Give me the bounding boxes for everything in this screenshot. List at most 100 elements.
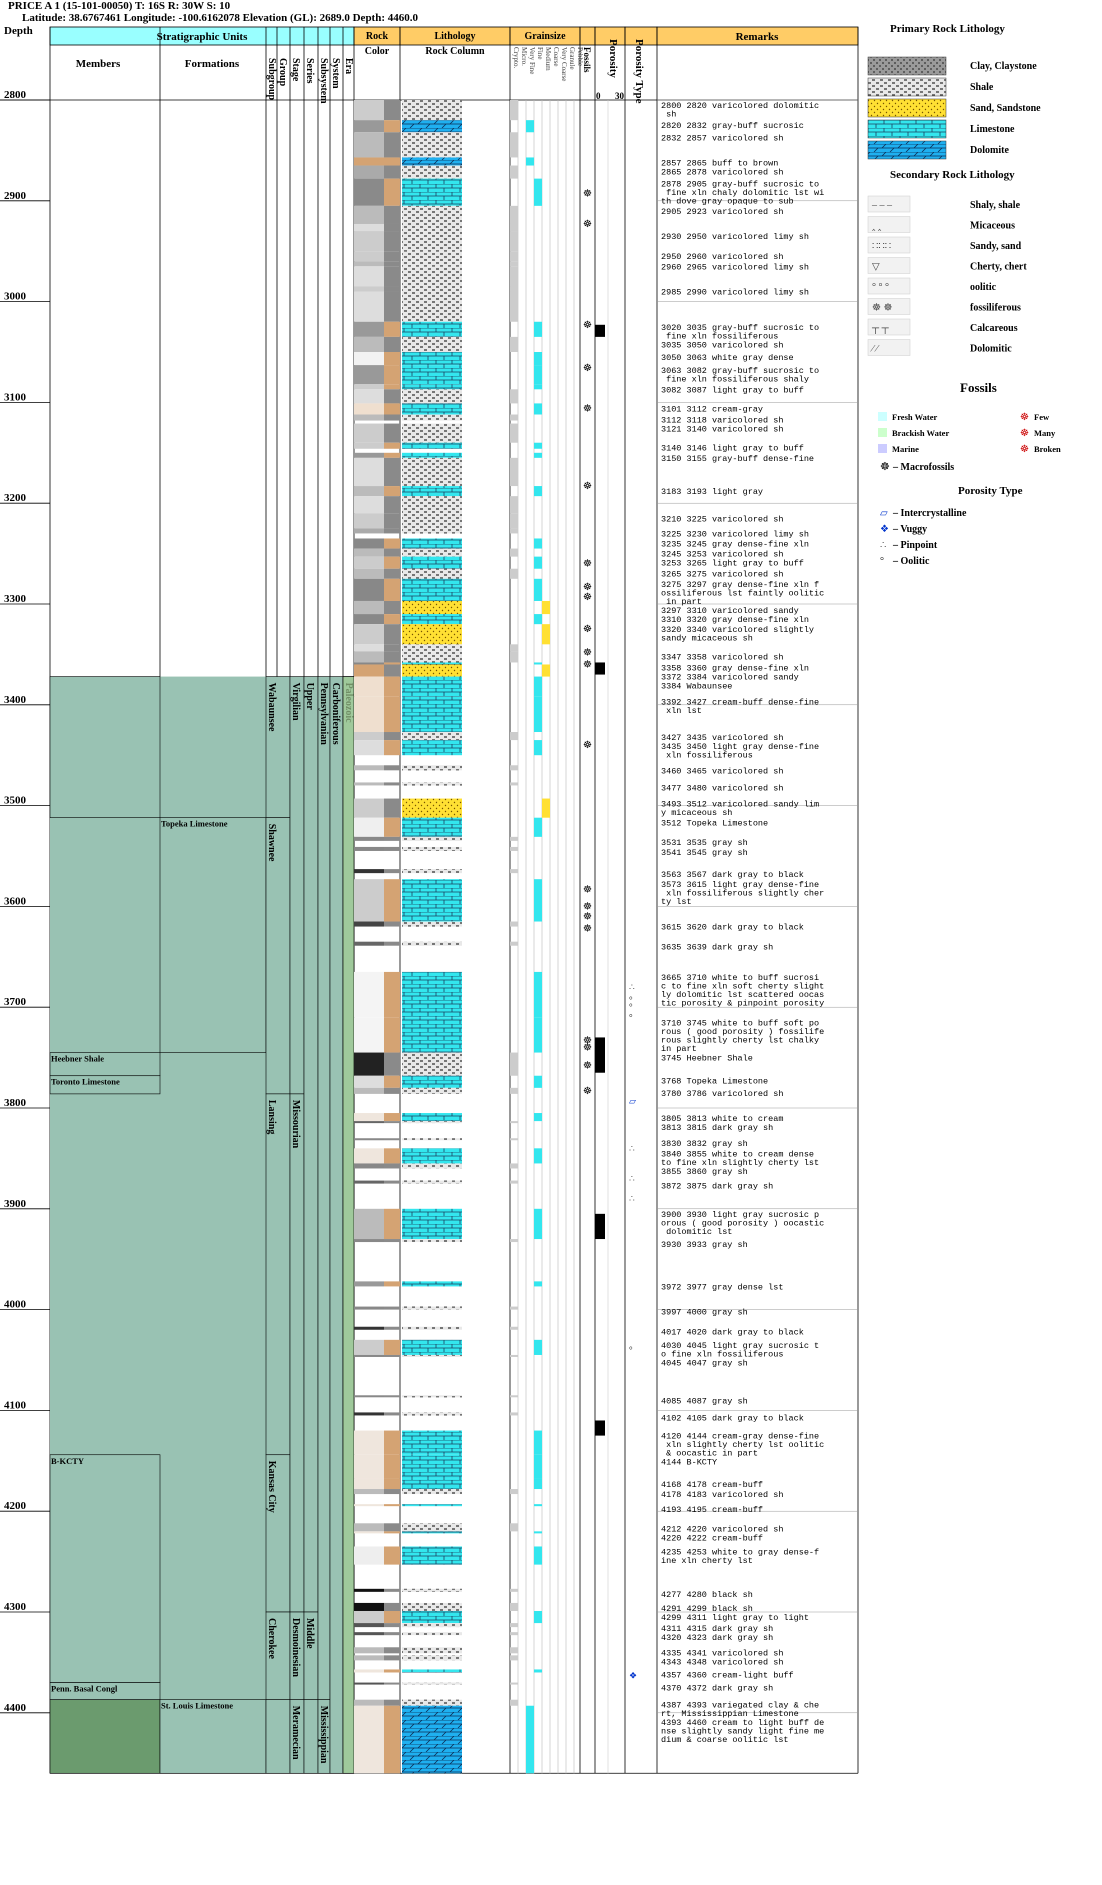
- rock-color-secondary: [384, 100, 400, 121]
- legend-label: Dolomite: [970, 145, 1009, 156]
- member-band: [49, 1454, 161, 1683]
- well-title: PRICE A 1 (15-101-00050) T: 16S R: 30W S…: [8, 0, 231, 12]
- lithology-interval: [402, 352, 462, 366]
- grainsize-bar: [510, 100, 518, 121]
- grainsize-tick-label: Micro.: [520, 47, 528, 66]
- stage-header: Stage: [290, 58, 301, 82]
- rock-color-swatch: [354, 251, 384, 262]
- lithology-interval: [402, 1454, 462, 1479]
- grainsize-tick-label: Granule: [568, 47, 576, 70]
- rock-color-secondary: [384, 1655, 400, 1661]
- rock-color-swatch: [354, 869, 384, 874]
- grainsize-bar: [510, 1239, 518, 1243]
- rock-color-swatch: [354, 452, 384, 458]
- macrofossil-icon: ☸: [583, 1086, 592, 1097]
- legend-label: Few: [1034, 412, 1050, 422]
- lithology-interval: [402, 266, 462, 287]
- lithology-interval: [402, 941, 462, 946]
- rock-color-swatch: [354, 1281, 384, 1287]
- lithology-interval: [402, 442, 462, 449]
- lithology-interval: [402, 261, 462, 267]
- depth-tick-label: 3400: [4, 694, 27, 706]
- rock-color-secondary: [384, 614, 400, 625]
- lithology-interval: [402, 1208, 462, 1240]
- porosity-type-label: Porosity Type: [633, 39, 645, 104]
- rock-color-swatch: [354, 1354, 384, 1357]
- system-band: [317, 676, 331, 1700]
- rock-color-swatch: [354, 261, 384, 267]
- legend-swatch-calc: [867, 318, 911, 336]
- legend-glyph: ☸ ☸: [872, 303, 892, 314]
- rock-color-secondary: [384, 869, 400, 874]
- lithology-interval: [402, 1610, 462, 1624]
- lithology-interval: [402, 414, 462, 421]
- grainsize-bar: [534, 556, 542, 569]
- remark-text: 3063 3082 gray-buff sucrosic to fine xln…: [661, 366, 819, 385]
- rock-color-secondary: [384, 1531, 400, 1534]
- depth-tick-label: 4200: [4, 1500, 27, 1512]
- porosity-label: Porosity: [607, 39, 619, 78]
- lithology-interval: [402, 1531, 462, 1534]
- rock-color-swatch: [354, 1121, 384, 1124]
- remark-text: 2985 2990 varicolored limy sh: [661, 287, 809, 297]
- grainsize-bar: [510, 1699, 518, 1706]
- lithology-interval: [402, 662, 462, 665]
- legend-porosity-symbol: °: [880, 556, 884, 567]
- lithology-interval: [402, 1478, 462, 1490]
- macrofossil-icon: ☸: [880, 461, 890, 473]
- rock-color-secondary: [384, 1052, 400, 1076]
- grainsize-bar: [510, 1354, 518, 1357]
- remark-text: 2905 2923 varicolored sh: [661, 207, 783, 217]
- legend-swatch-chert: [867, 257, 911, 274]
- grainsize-bar: [510, 1489, 518, 1495]
- lithology-interval: [402, 644, 462, 652]
- grainsize-bar: [526, 1705, 534, 1774]
- remark-text: 4017 4020 dark gray to black: [661, 1328, 804, 1338]
- rock-color-secondary: [384, 1602, 400, 1611]
- rock-color-secondary: [384, 1412, 400, 1416]
- grainsize-bar: [534, 1017, 542, 1053]
- remarks-label: Remarks: [736, 31, 779, 43]
- remark-text: 4343 4348 varicolored sh: [661, 1657, 783, 1667]
- rock-color-swatch: [354, 696, 384, 733]
- rock-color-secondary: [384, 676, 400, 697]
- remark-text: 3392 3427 cream-buff dense-fine xln lst: [661, 698, 819, 717]
- rock-color-secondary: [384, 389, 400, 404]
- legend-fossil-abund-icon: ☸: [1020, 412, 1029, 423]
- grainsize-bar: [534, 486, 542, 497]
- group-band: [265, 1611, 291, 1700]
- rock-column-label: Rock Column: [425, 46, 485, 57]
- rock-color-secondary: [384, 624, 400, 645]
- rock-color-swatch: [354, 538, 384, 549]
- rock-color-secondary: [384, 782, 400, 786]
- remark-text: 4387 4393 variegated clay & che rt, Missi…: [661, 1701, 819, 1720]
- rock-color-secondary: [384, 1647, 400, 1654]
- grainsize-bar: [510, 651, 518, 663]
- lithology-interval: [402, 513, 462, 529]
- rock-color-swatch: [354, 614, 384, 625]
- legend-label: Many: [1034, 428, 1056, 438]
- lithology-interval: [402, 1113, 462, 1122]
- legend-porosity-symbol: ▱: [880, 508, 888, 519]
- rock-color-swatch: [354, 336, 384, 352]
- grainsize-bar: [510, 1180, 518, 1184]
- rock-color-secondary: [384, 578, 400, 601]
- rock-color-swatch: [354, 1504, 384, 1507]
- legend-swatch-oolitic: [867, 277, 911, 295]
- remark-text: 4311 4315 dark gray sh: [661, 1624, 773, 1634]
- remark-text: 2930 2950 varicolored limy sh: [661, 232, 809, 242]
- lithology-interval: [402, 879, 462, 922]
- lithology-interval: [402, 132, 462, 158]
- remark-text: 3183 3193 light gray: [661, 487, 763, 497]
- rock-color-swatch: [354, 921, 384, 927]
- depth-tick-label: 4400: [4, 1702, 27, 1714]
- lithology-interval: [402, 1705, 462, 1774]
- legend-fossil-env-swatch: [878, 412, 887, 421]
- rock-color-swatch: [354, 846, 384, 851]
- remark-text: 4299 4311 light gray to light: [661, 1613, 809, 1623]
- rock-color-swatch: [354, 528, 384, 534]
- member-band-label: Heebner Shale: [51, 1054, 104, 1064]
- macrofossil-icon: ☸: [583, 1061, 592, 1072]
- formation-band: [159, 817, 267, 1053]
- rock-color-secondary: [384, 1705, 400, 1774]
